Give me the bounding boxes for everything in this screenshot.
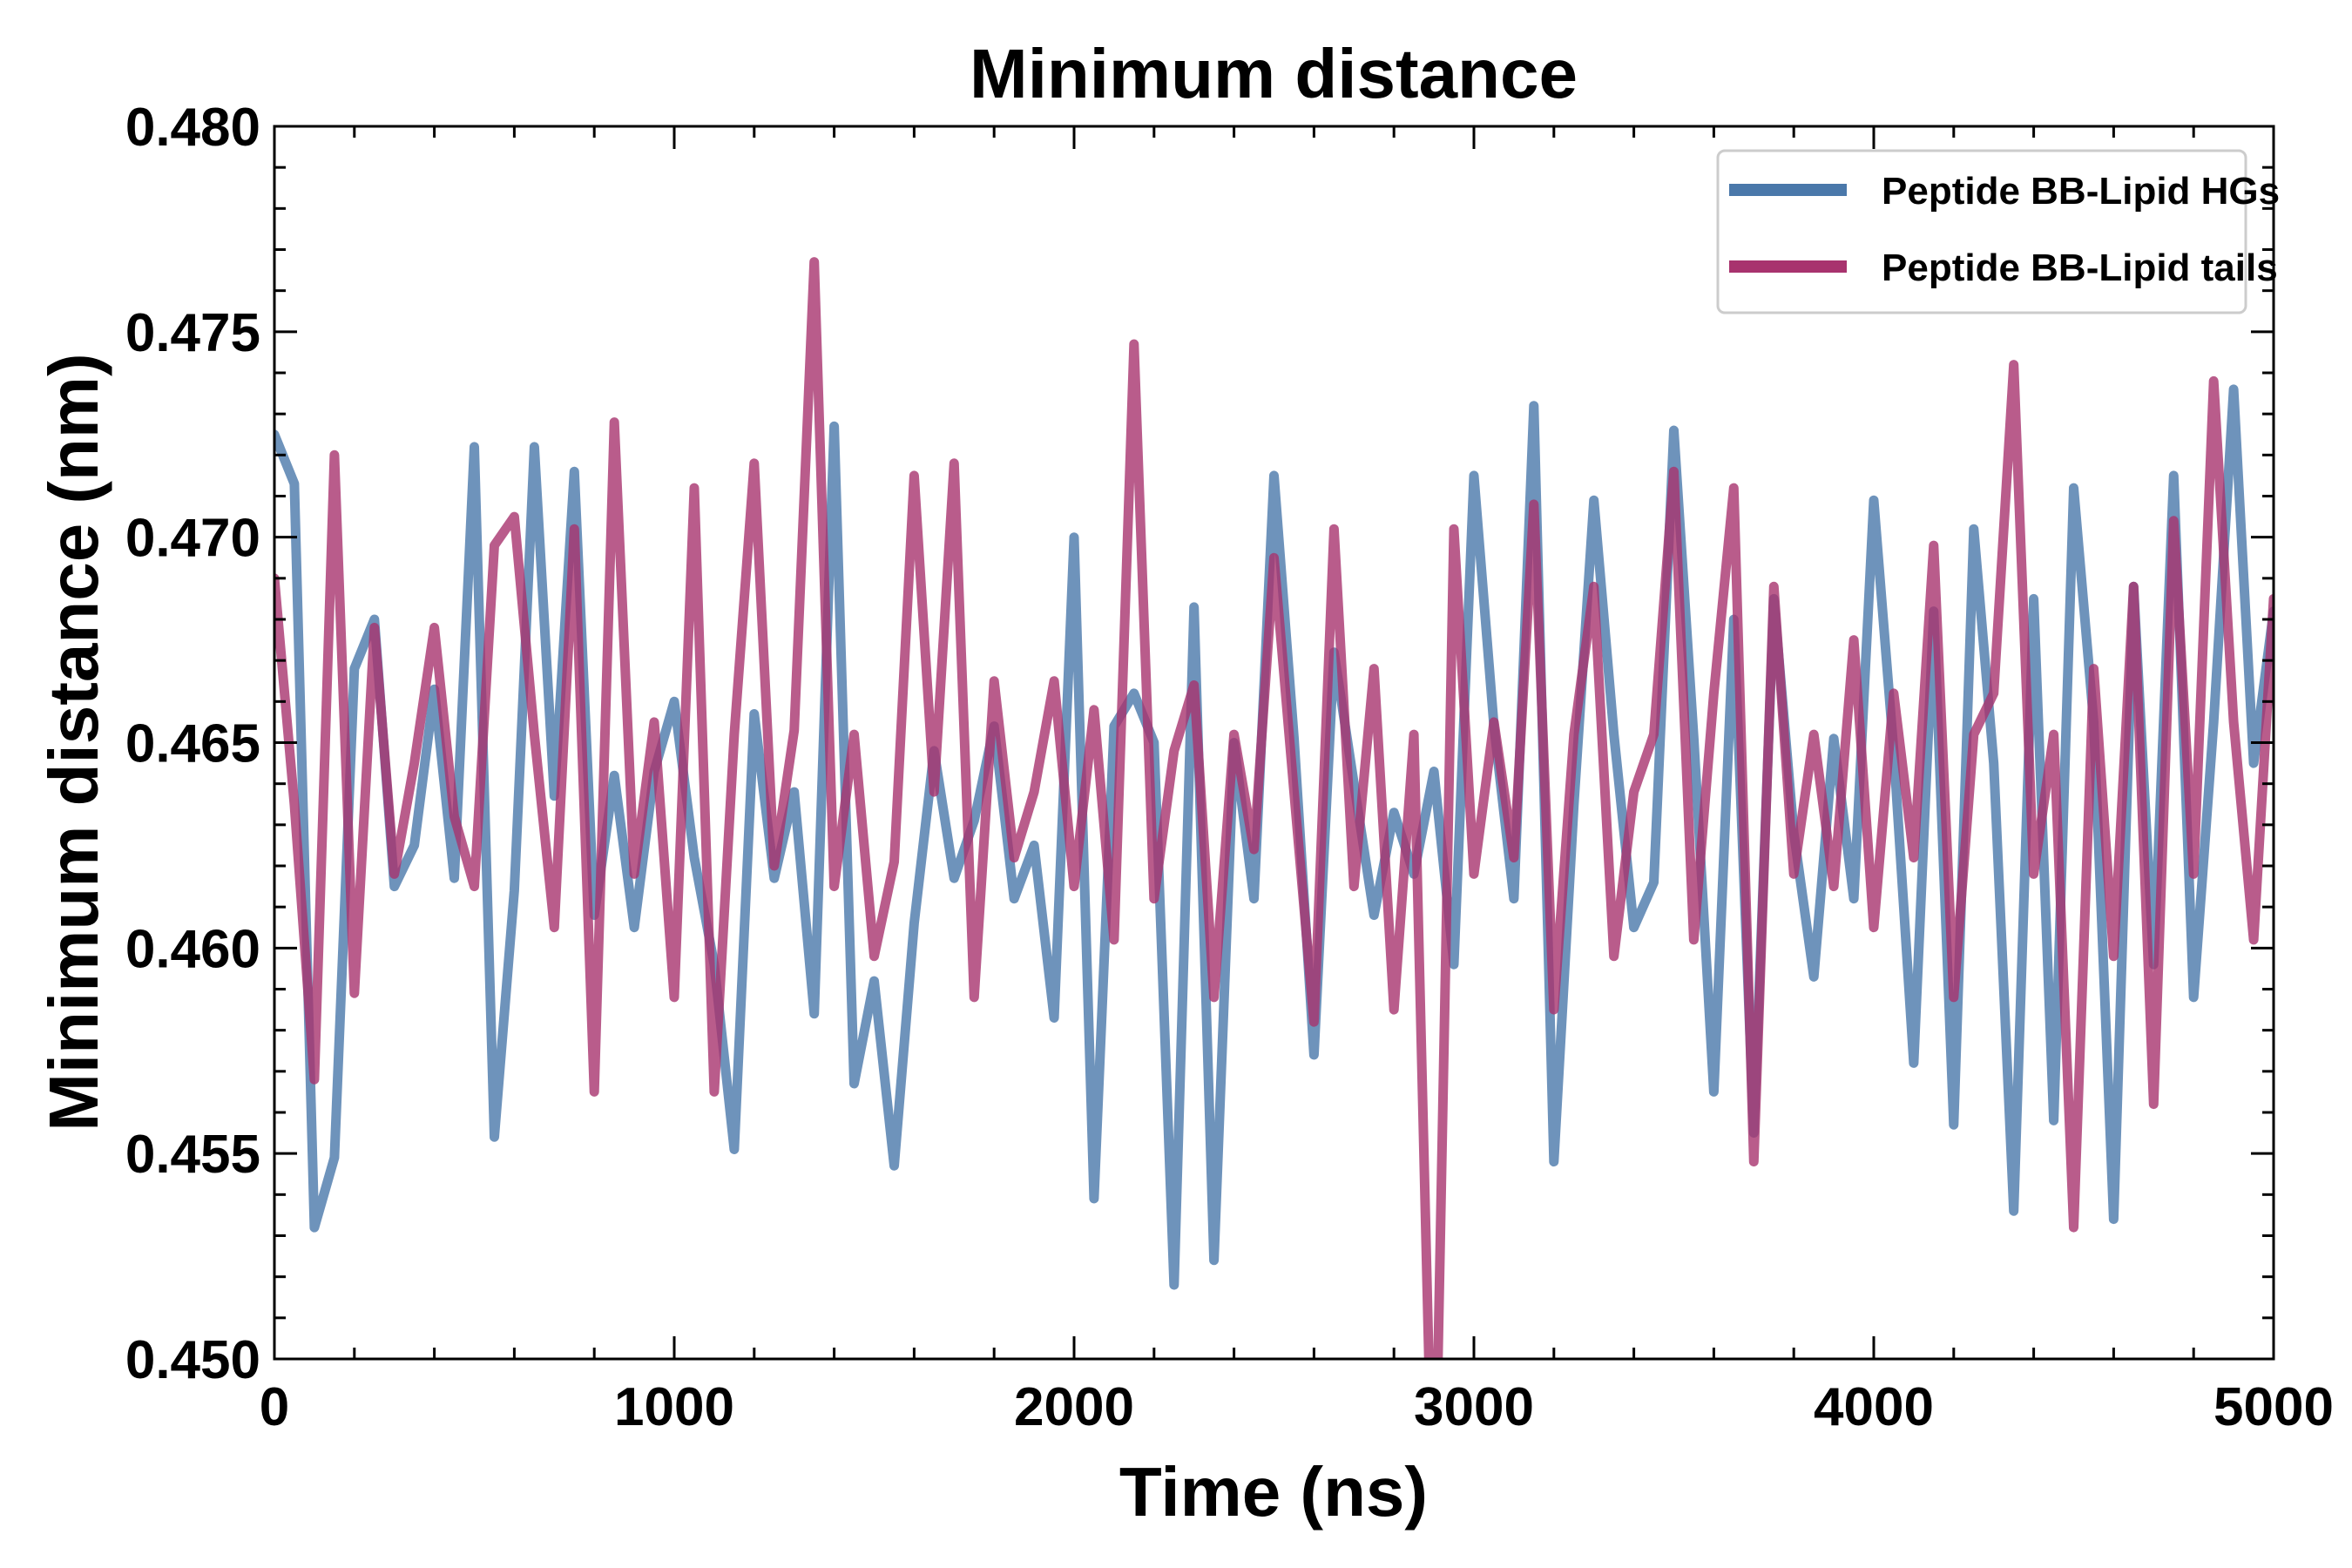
x-tick-label-1: 1000 [614, 1377, 734, 1437]
y-tick-label-0: 0.450 [125, 1330, 260, 1390]
x-axis-label: Time (ns) [1119, 1453, 1428, 1531]
y-axis-label: Minimum distance (nm) [35, 353, 112, 1131]
y-tick-label-5: 0.475 [125, 303, 260, 363]
x-tick-label-3: 3000 [1414, 1377, 1534, 1437]
series-lines-layer [274, 257, 2274, 1359]
tick-labels-layer: 0 1000 2000 3000 4000 5000 0.450 0.455 0.460 0.46… [125, 98, 2334, 1437]
legend-label-hgs: Peptide BB-Lipid HGs [1882, 170, 2280, 213]
y-tick-label-2: 0.460 [125, 919, 260, 979]
y-tick-label-3: 0.465 [125, 714, 260, 774]
chart-title: Minimum distance [970, 35, 1578, 112]
ticks-layer [273, 125, 2275, 1361]
y-tick-label-4: 0.470 [125, 509, 260, 569]
y-tick-label-1: 0.455 [125, 1125, 260, 1185]
series-line-1 [274, 257, 2274, 1359]
x-tick-label-5: 5000 [2213, 1377, 2334, 1437]
x-tick-label-2: 2000 [1014, 1377, 1134, 1437]
legend-box [1716, 149, 2247, 314]
x-tick-label-0: 0 [260, 1377, 289, 1437]
legend-label-tails: Peptide BB-Lipid tails [1882, 247, 2278, 289]
x-tick-label-4: 4000 [1814, 1377, 1934, 1437]
y-tick-label-6: 0.480 [125, 98, 260, 158]
legend: Peptide BB-Lipid HGs Peptide BB-Lipid ta… [1716, 149, 2280, 314]
